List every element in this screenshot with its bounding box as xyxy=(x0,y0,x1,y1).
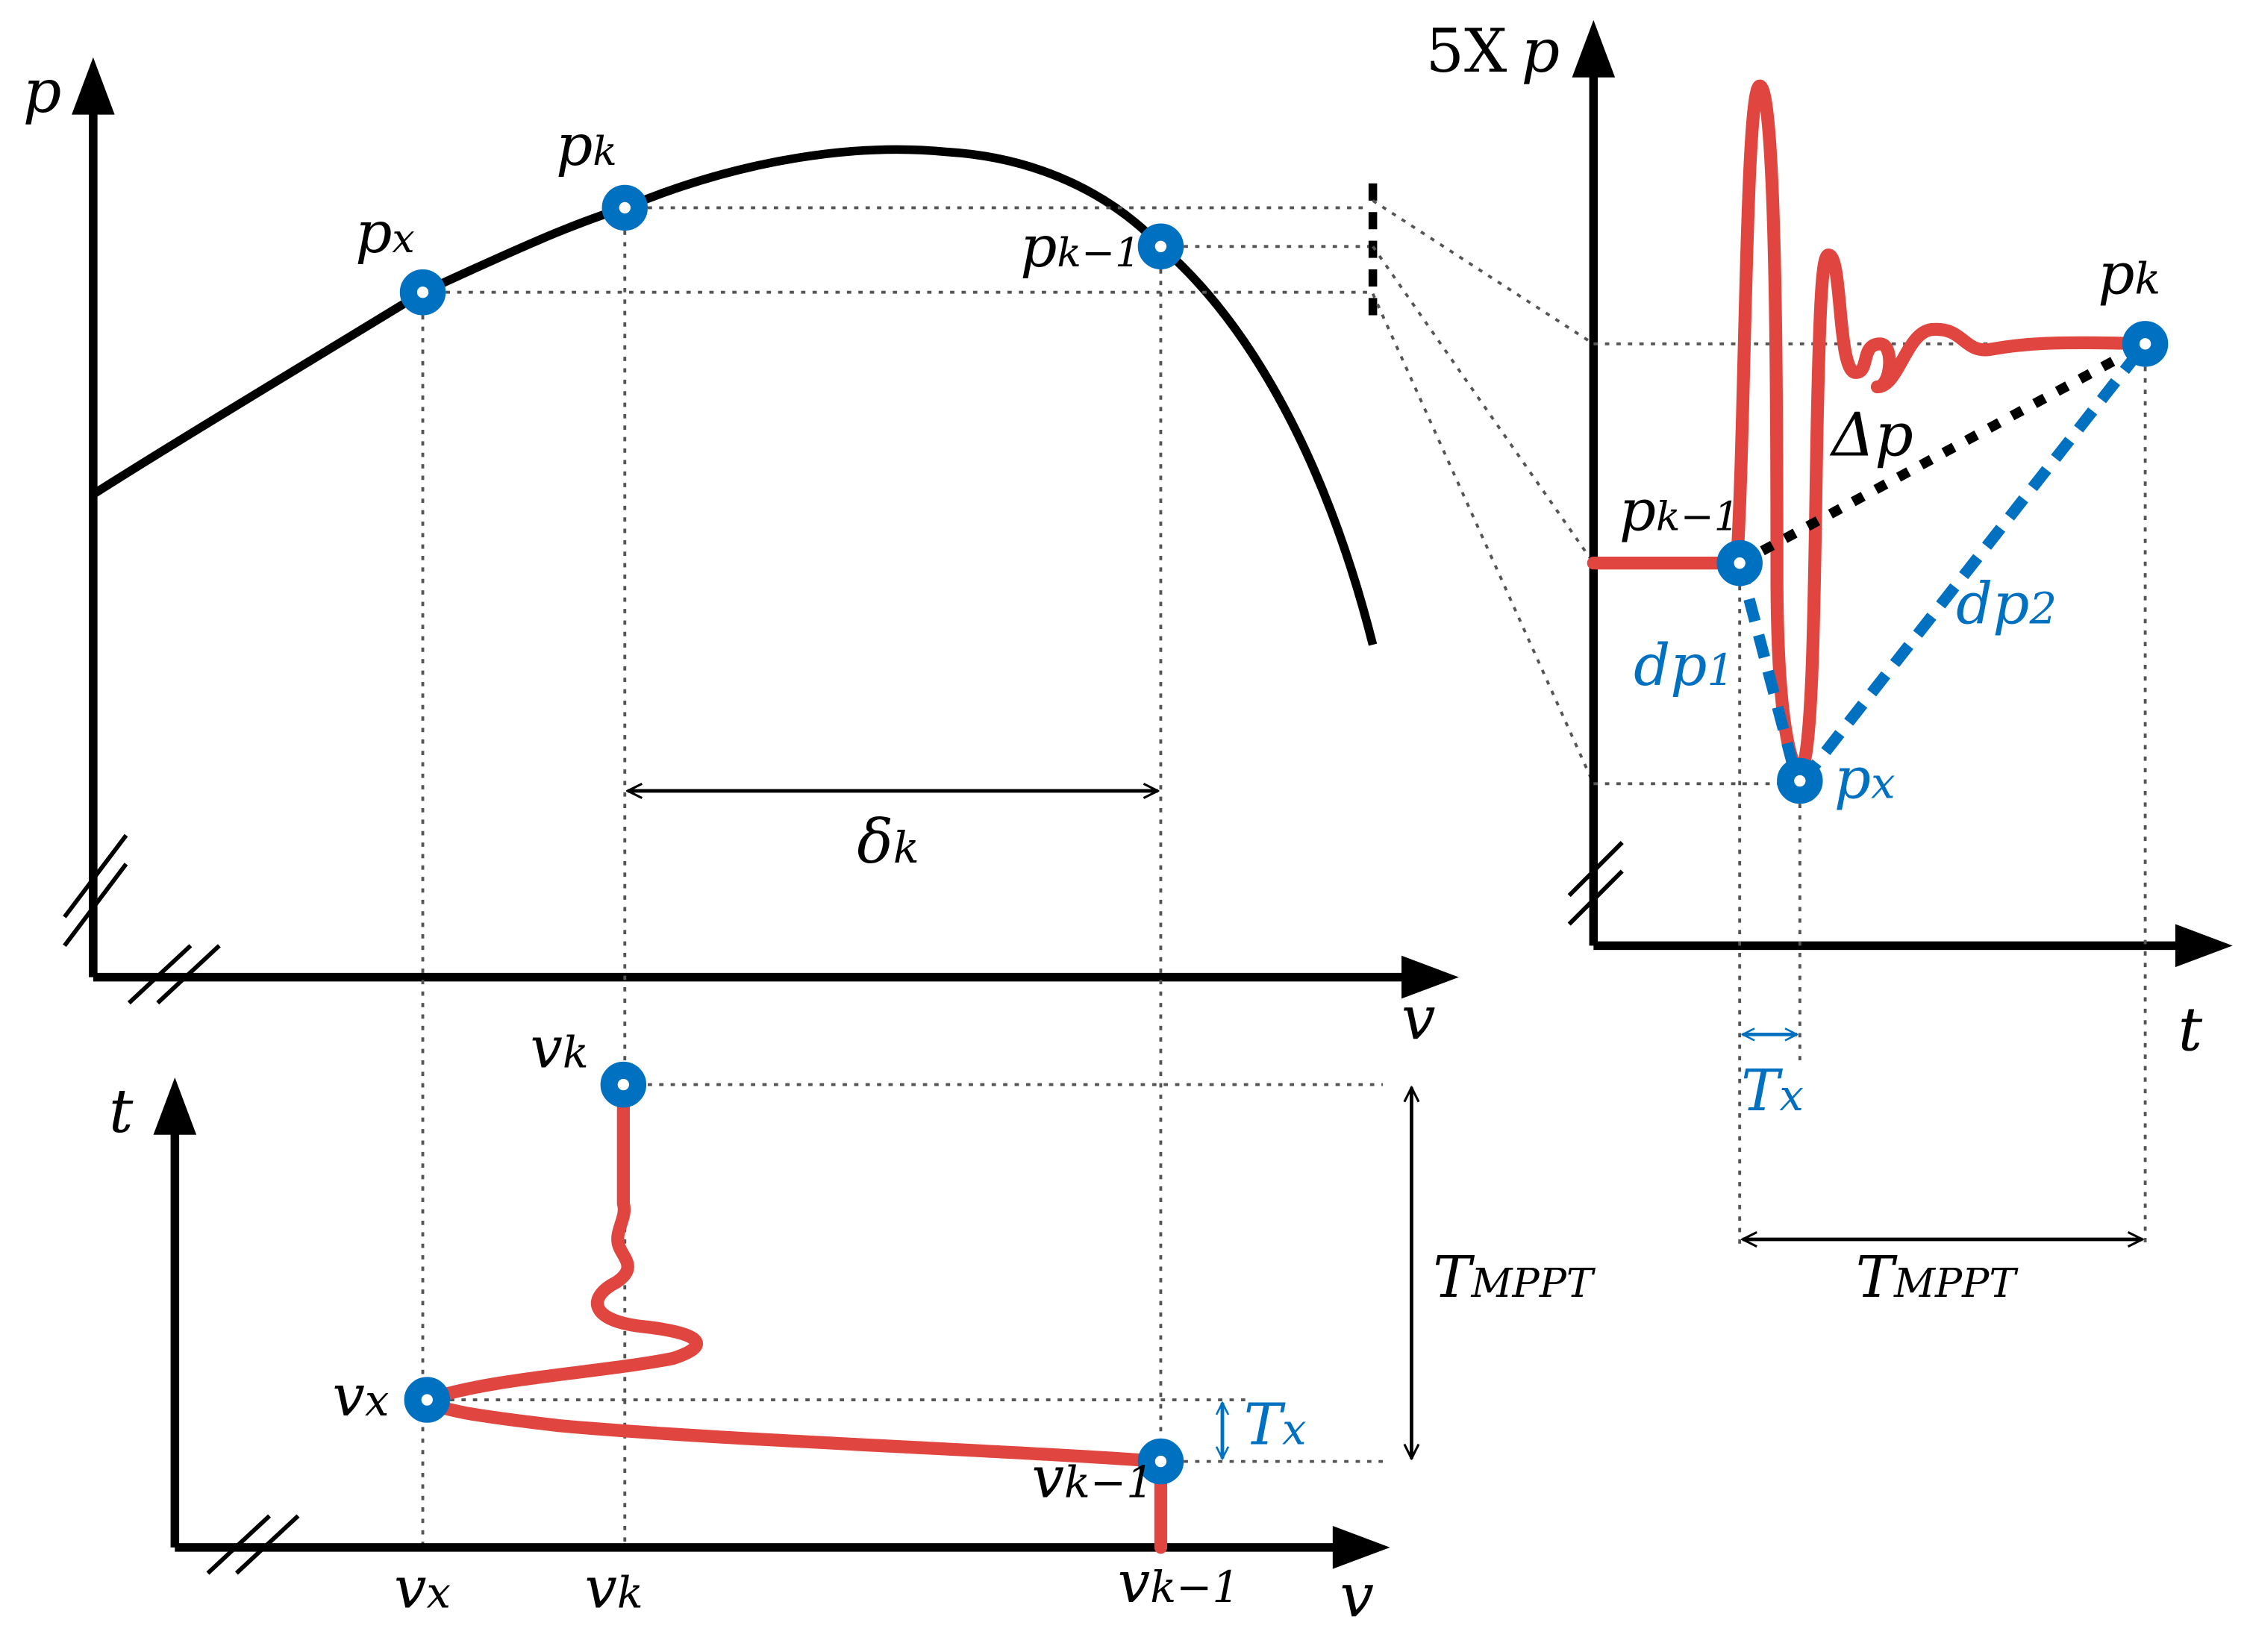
vt-voltage-trajectory xyxy=(420,1077,1168,1554)
pv-point-pk-marker xyxy=(601,184,648,231)
vt-point-vx-label: vx xyxy=(333,1363,390,1430)
vt-x-arrowhead xyxy=(1332,1526,1390,1569)
vt-point-vk-label: vk xyxy=(531,1016,589,1082)
pv-point-pk1-marker xyxy=(1137,223,1184,269)
pv-y-arrowhead xyxy=(72,57,115,115)
pt-plot: 5X p t pk pk−1 px Δp dp1 dp2 Tx TMPPT xyxy=(1426,16,2233,1311)
vt-plot: t v vk vx vk−1 vx vk vk−1 TMPPT Tx xyxy=(109,1016,1596,1631)
vt-guide-lines xyxy=(427,1083,1384,1463)
pt-power-response xyxy=(1587,79,2152,780)
pv-plot: p v px pk pk−1 δk xyxy=(23,57,1459,1548)
vt-x-axis-label: v xyxy=(1340,1561,1374,1631)
vt-point-vk1-marker xyxy=(1137,1438,1184,1485)
pt-dp1-label: dp1 xyxy=(1634,633,1734,699)
pv-point-px-marker xyxy=(399,269,446,316)
pt-delta-p-line xyxy=(1737,339,2148,568)
vt-tx-label: Tx xyxy=(1244,1392,1307,1459)
vt-tmppt-label: TMPPT xyxy=(1433,1245,1596,1311)
pv-point-pk-label: pk xyxy=(556,113,617,179)
vt-point-vx-marker xyxy=(404,1377,451,1423)
pt-point-px-marker xyxy=(1777,757,1823,804)
pt-dp1-line xyxy=(1734,561,1803,783)
pt-y-axis-label: 5X p xyxy=(1426,16,1560,87)
vt-y-axis-label: t xyxy=(109,1077,134,1147)
pt-dp2-label: dp2 xyxy=(1956,571,2057,637)
vt-y-arrowhead xyxy=(153,1077,197,1135)
vt-tick-vk1: vk−1 xyxy=(1118,1550,1240,1616)
pt-x-axis-label: t xyxy=(2178,995,2203,1066)
pv-point-pk1-label: pk−1 xyxy=(1020,214,1140,281)
pt-delta-p-label: Δp xyxy=(1829,401,1913,471)
pv-axis-break-marks xyxy=(63,833,221,1005)
zoom-connector-lines xyxy=(1371,199,1596,785)
pv-y-axis-label: p xyxy=(23,57,62,127)
pv-x-axis-label: v xyxy=(1401,983,1436,1054)
pt-tmppt-label: TMPPT xyxy=(1856,1245,2019,1311)
pt-point-px-label: px xyxy=(1834,746,1896,813)
pt-point-pk-marker xyxy=(2122,321,2169,367)
vt-tick-vk: vk xyxy=(585,1555,643,1621)
pv-guide-lines xyxy=(421,206,1369,1548)
pv-curve xyxy=(90,145,1378,646)
pt-dp2-line xyxy=(1798,340,2150,785)
vt-axis-break-marks xyxy=(206,1514,300,1575)
pv-point-px-label: px xyxy=(355,200,415,266)
vt-point-vk-marker xyxy=(600,1061,647,1108)
pt-point-pk1-marker xyxy=(1716,539,1763,586)
pt-point-pk1-label: pk−1 xyxy=(1619,478,1740,544)
pt-point-pk-label: pk xyxy=(2098,242,2160,308)
vt-tick-vx: vx xyxy=(394,1555,451,1621)
pt-y-arrowhead xyxy=(1572,19,1616,78)
pt-axis-break-marks xyxy=(1567,841,1624,926)
pt-tx-label: Tx xyxy=(1741,1058,1804,1124)
pt-x-arrowhead xyxy=(2175,924,2233,968)
delta-k-label: δk xyxy=(857,807,919,877)
vt-point-vk1-label: vk−1 xyxy=(1032,1445,1154,1512)
pv-x-arrowhead xyxy=(1401,955,1459,999)
